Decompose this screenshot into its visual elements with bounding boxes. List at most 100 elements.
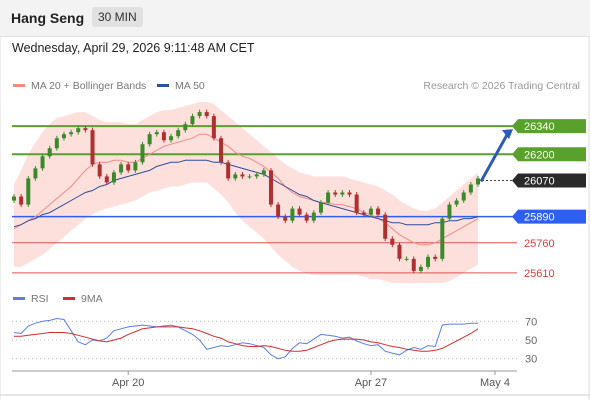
candle-body bbox=[190, 116, 195, 125]
candle-body bbox=[297, 208, 302, 215]
candle-body bbox=[290, 208, 295, 221]
candle-body bbox=[54, 138, 59, 149]
candle-body bbox=[154, 132, 159, 135]
ma9-swatch bbox=[63, 296, 75, 300]
candle-body bbox=[104, 176, 109, 183]
level-labels: 26340 26200 26070 25890 25760 25610 bbox=[512, 119, 586, 280]
candle-body bbox=[47, 148, 52, 157]
level-label-box-26340 bbox=[512, 119, 586, 134]
candle-body bbox=[426, 256, 431, 267]
candle-body bbox=[254, 174, 259, 177]
level-label-box-26070 bbox=[512, 173, 586, 188]
level-label-box-25890 bbox=[512, 209, 586, 224]
candle-body bbox=[219, 138, 224, 163]
candle-body bbox=[12, 196, 16, 201]
level-label-25760: 25760 bbox=[524, 238, 555, 250]
candle-body bbox=[468, 184, 473, 193]
legend-rsi-label: RSI bbox=[31, 293, 49, 305]
candle-body bbox=[326, 192, 331, 203]
research-credit: Research © 2026 Trading Central bbox=[423, 80, 580, 92]
legend-ma50: MA 50 bbox=[157, 80, 205, 92]
candle-body bbox=[76, 128, 81, 133]
candle-body bbox=[126, 164, 131, 171]
candle-body bbox=[161, 132, 166, 141]
candle-body bbox=[361, 212, 366, 215]
candle-body bbox=[97, 164, 102, 177]
candle-body bbox=[354, 194, 359, 213]
candle-body bbox=[26, 178, 31, 205]
candle-body bbox=[226, 162, 231, 179]
candle-body bbox=[133, 162, 138, 171]
candle-body bbox=[240, 174, 245, 177]
ma50-line bbox=[13, 159, 479, 228]
candle-body bbox=[376, 208, 381, 215]
candle-body bbox=[261, 170, 266, 175]
candle-body bbox=[90, 130, 95, 165]
candle-body bbox=[390, 238, 395, 245]
x-axis-ticks: Apr 20 Apr 27 May 4 bbox=[112, 371, 510, 389]
instrument-title: Hang Seng bbox=[11, 10, 85, 26]
price-levels bbox=[12, 125, 517, 274]
candle-body bbox=[333, 192, 338, 195]
candle-body bbox=[440, 218, 445, 259]
candle-body bbox=[304, 214, 309, 221]
timeframe-badge[interactable]: 30 MIN bbox=[92, 7, 143, 27]
candle-body bbox=[61, 134, 66, 139]
legend-9ma-label: 9MA bbox=[81, 293, 103, 305]
candle-body bbox=[447, 204, 452, 219]
candle-body bbox=[268, 170, 273, 205]
level-label-26200: 26200 bbox=[524, 149, 555, 161]
candle-body bbox=[433, 256, 438, 259]
timestamp: Wednesday, April 29, 2026 9:11:48 AM CET bbox=[12, 41, 255, 55]
candle-body bbox=[211, 116, 216, 139]
candle-body bbox=[119, 164, 124, 173]
candle-body bbox=[83, 128, 88, 131]
candle-body bbox=[69, 132, 74, 135]
candle-body bbox=[311, 212, 316, 221]
candle-body bbox=[476, 178, 480, 185]
rsi-swatch bbox=[13, 296, 25, 300]
candle-body bbox=[140, 144, 145, 163]
bollinger-band-area bbox=[14, 102, 478, 283]
candle-body bbox=[347, 192, 352, 195]
candle-body bbox=[183, 124, 188, 131]
candle-body bbox=[247, 176, 252, 178]
candle-body bbox=[418, 266, 423, 271]
candle-body bbox=[454, 200, 459, 205]
candle-body bbox=[404, 258, 409, 260]
level-label-25610: 25610 bbox=[524, 268, 555, 280]
candle-body bbox=[340, 192, 345, 195]
candle-body bbox=[318, 202, 323, 213]
level-label-25890: 25890 bbox=[524, 212, 555, 224]
legend-ma20-label: MA 20 + Bollinger Bands bbox=[31, 80, 147, 92]
legend-rsi: RSI bbox=[13, 293, 49, 305]
ma20-swatch bbox=[13, 83, 25, 87]
legend-ma20: MA 20 + Bollinger Bands bbox=[13, 80, 146, 92]
candle-body bbox=[368, 208, 373, 215]
level-label-26340: 26340 bbox=[524, 121, 555, 133]
candle-body bbox=[397, 244, 402, 259]
candle-body bbox=[383, 214, 388, 239]
level-label-26070: 26070 bbox=[524, 175, 555, 187]
rsi-tick-label: 30 bbox=[525, 354, 537, 366]
candle-body bbox=[461, 192, 466, 201]
candle-body bbox=[33, 168, 38, 179]
legend-9ma: 9MA bbox=[63, 293, 103, 305]
candle-body bbox=[197, 112, 202, 117]
candle-body bbox=[276, 204, 281, 217]
legend-ma50-label: MA 50 bbox=[175, 80, 205, 92]
candle-body bbox=[147, 134, 152, 145]
candle-body bbox=[283, 216, 288, 221]
candle-body bbox=[111, 172, 116, 183]
x-tick-label: Apr 27 bbox=[355, 377, 387, 389]
forecast-arrow-shaft bbox=[479, 132, 510, 183]
ma20-line bbox=[13, 133, 479, 246]
rsi-tick-label: 50 bbox=[525, 335, 537, 347]
forecast-arrow-head bbox=[502, 129, 513, 140]
level-label-box-26200 bbox=[512, 147, 586, 162]
rsi-line bbox=[13, 317, 478, 360]
candle-body bbox=[19, 196, 24, 205]
candle-body bbox=[233, 174, 238, 179]
candle-body bbox=[40, 156, 45, 169]
rsi-tick-label: 70 bbox=[525, 316, 537, 328]
